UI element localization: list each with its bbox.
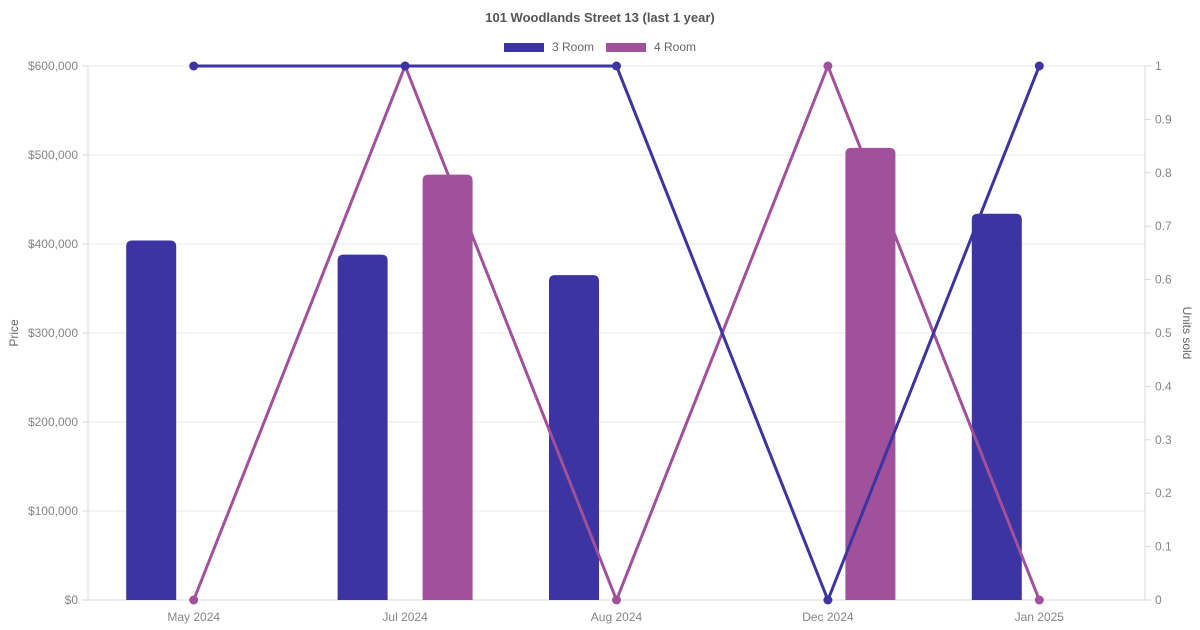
- data-point: [612, 61, 621, 71]
- bars-3-room: [126, 213, 1022, 601]
- data-point: [612, 595, 621, 605]
- legend-item-4-room[interactable]: 4 Room: [606, 40, 696, 54]
- svg-text:0.4: 0.4: [1155, 379, 1172, 393]
- x-axis-labels: May 2024 Jul 2024 Aug 2024 Dec 2024 Jan 2025: [167, 610, 1064, 624]
- svg-text:0: 0: [1155, 593, 1162, 607]
- data-point: [1034, 595, 1044, 605]
- data-point: [400, 61, 410, 71]
- svg-text:$400,000: $400,000: [28, 237, 78, 251]
- svg-text:0.7: 0.7: [1155, 219, 1172, 233]
- svg-text:$300,000: $300,000: [28, 326, 78, 340]
- bar: [549, 275, 599, 600]
- data-point: [823, 595, 833, 605]
- svg-text:$200,000: $200,000: [28, 415, 78, 429]
- svg-text:0.2: 0.2: [1155, 486, 1172, 500]
- legend-swatch-4-room: [606, 42, 646, 52]
- svg-text:Jul 2024: Jul 2024: [382, 610, 428, 624]
- legend-item-3-room[interactable]: 3 Room: [503, 40, 594, 54]
- svg-text:0.1: 0.1: [1155, 540, 1172, 554]
- data-point: [1034, 61, 1044, 71]
- bars-4-room: [422, 147, 896, 600]
- svg-text:0.3: 0.3: [1155, 433, 1172, 447]
- svg-text:$0: $0: [65, 593, 79, 607]
- bar: [845, 147, 896, 600]
- chart-title: 101 Woodlands Street 13 (last 1 year): [485, 10, 715, 25]
- svg-text:Jan 2025: Jan 2025: [1015, 610, 1065, 624]
- svg-text:Aug 2024: Aug 2024: [591, 610, 643, 624]
- bar: [126, 240, 177, 600]
- chart-legend: 3 Room 4 Room: [0, 40, 1200, 54]
- bar: [422, 174, 473, 600]
- svg-text:0.9: 0.9: [1155, 112, 1172, 126]
- legend-swatch-3-room: [503, 42, 544, 52]
- data-point: [189, 61, 199, 71]
- svg-text:$100,000: $100,000: [28, 504, 78, 518]
- bar: [971, 213, 1022, 601]
- bar: [337, 254, 388, 600]
- svg-text:1: 1: [1155, 59, 1162, 73]
- svg-text:0.5: 0.5: [1155, 326, 1172, 340]
- right-axis-tick-labels: 0 0.1 0.2 0.3 0.4 0.5 0.6 0.7 0.8 0.9 1: [1155, 59, 1172, 607]
- svg-text:0.8: 0.8: [1155, 166, 1172, 180]
- legend-label-3-room: 3 Room: [551, 40, 594, 54]
- left-axis-tick-labels: $0 $100,000 $200,000 $300,000 $400,000 $500,0…: [28, 59, 78, 607]
- svg-text:0.6: 0.6: [1155, 273, 1172, 287]
- svg-text:May 2024: May 2024: [167, 610, 220, 624]
- line-3-room: [189, 61, 1044, 605]
- data-point: [823, 61, 833, 71]
- svg-text:$500,000: $500,000: [28, 148, 78, 162]
- data-point: [189, 595, 199, 605]
- svg-text:Dec 2024: Dec 2024: [802, 610, 854, 624]
- legend-label-4-room: 4 Room: [654, 40, 697, 54]
- svg-text:$600,000: $600,000: [28, 59, 78, 73]
